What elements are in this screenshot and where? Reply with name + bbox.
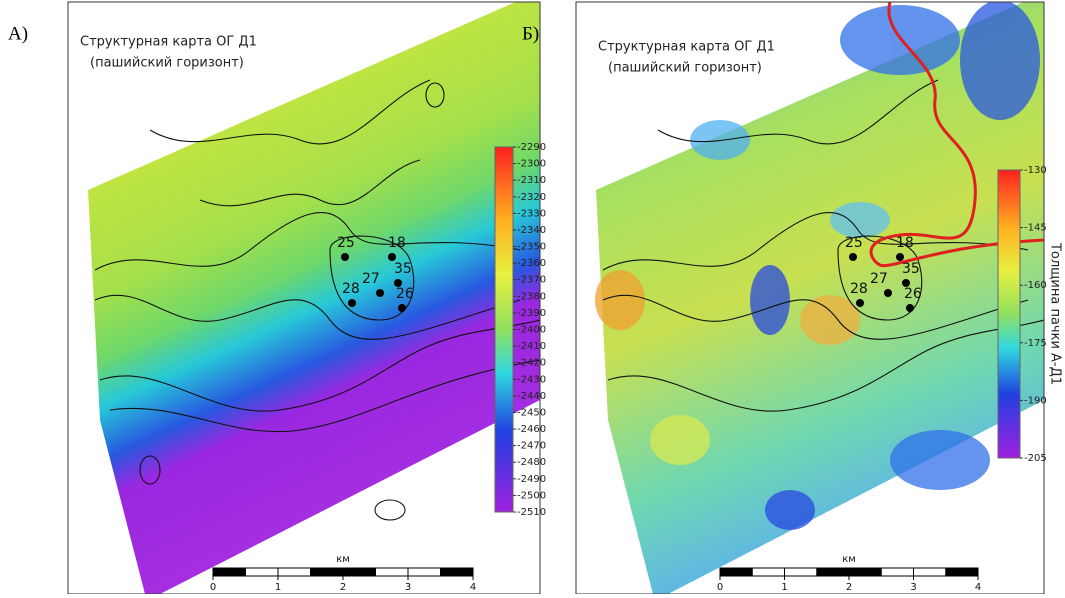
map-title: Структурная карта ОГ Д1	[80, 35, 257, 50]
colorbar	[494, 146, 514, 513]
well-label: 27	[870, 271, 888, 287]
colorbar-tick-label: -2480	[517, 457, 546, 468]
colorbar-tick-label: -2330	[517, 208, 546, 219]
scale-segment	[245, 567, 279, 577]
scale-segment	[880, 567, 914, 577]
colorbar-tick-label: -2290	[517, 142, 546, 153]
colorbar-title: Толщина пачки А-Д1	[1048, 242, 1063, 385]
colorbar-tick-label: -2380	[517, 291, 546, 302]
map-b	[595, 2, 1044, 594]
scale-segment	[375, 567, 409, 577]
colorbar-tick-label: -2470	[517, 441, 546, 452]
well	[856, 299, 864, 307]
colorbar-tick-label: -160	[1024, 280, 1047, 291]
map-title: (пашийский горизонт)	[90, 56, 244, 71]
well-label: 27	[362, 271, 380, 287]
well	[394, 279, 402, 287]
colorbar-tick-label: -145	[1024, 223, 1047, 234]
well-label: 25	[845, 235, 863, 251]
map-title: (пашийский горизонт)	[608, 61, 762, 76]
scale-label: 0	[210, 582, 216, 593]
scale-segment	[751, 567, 785, 577]
scale-label: 2	[846, 582, 852, 593]
colorbar-tick-label: -2460	[517, 424, 546, 435]
scale-segment	[440, 567, 474, 577]
colorbar-tick-label: -190	[1024, 395, 1047, 406]
map-title: Структурная карта ОГ Д1	[598, 40, 775, 55]
well	[896, 253, 904, 261]
well-label: 25	[337, 235, 355, 251]
colorbar-tick-label: -2500	[517, 490, 546, 501]
scale-label: 0	[717, 582, 723, 593]
colorbar-tick-label: -2410	[517, 341, 546, 352]
colorbar-tick-label: -2350	[517, 242, 546, 253]
well	[348, 299, 356, 307]
scale-label: 4	[975, 582, 981, 593]
scale-unit: км	[842, 554, 856, 565]
colorbar-tick-label: -2340	[517, 225, 546, 236]
scale-label: 3	[405, 582, 411, 593]
colorbar-tick-label: -2300	[517, 159, 546, 170]
colorbar	[997, 169, 1021, 459]
map-a	[88, 2, 540, 594]
scale-label: 1	[781, 582, 787, 593]
well-label: 18	[388, 235, 406, 251]
well-label: 35	[902, 261, 920, 277]
scale-label: 4	[470, 582, 476, 593]
well	[388, 253, 396, 261]
well	[376, 289, 384, 297]
well	[849, 253, 857, 261]
scale-segment	[816, 567, 850, 577]
colorbar-tick-label: -175	[1024, 338, 1047, 349]
colorbar-tick-label: -2400	[517, 325, 546, 336]
scale-label: 3	[910, 582, 916, 593]
colorbar-tick-label: -2510	[517, 507, 546, 518]
colorbar-tick-label: -2490	[517, 474, 546, 485]
panel-label: А)	[8, 23, 28, 44]
well	[906, 304, 914, 312]
scale-segment	[945, 567, 979, 577]
colorbar-tick-label: -2360	[517, 258, 546, 269]
colorbar-tick-label: -2390	[517, 308, 546, 319]
scale-label: 2	[340, 582, 346, 593]
well-label: 18	[896, 235, 914, 251]
panel-label: Б)	[522, 23, 539, 44]
well	[398, 304, 406, 312]
well-label: 28	[342, 281, 360, 297]
scale-unit: км	[336, 554, 350, 565]
well	[902, 279, 910, 287]
colorbar-tick-label: -2430	[517, 374, 546, 385]
well	[341, 253, 349, 261]
well-label: 35	[394, 261, 412, 277]
colorbar-tick-label: -2370	[517, 275, 546, 286]
colorbar-tick-label: -2320	[517, 192, 546, 203]
well-label: 28	[850, 281, 868, 297]
colorbar-tick-label: -205	[1024, 453, 1047, 464]
well-label: 26	[396, 286, 414, 302]
well	[884, 289, 892, 297]
colorbar-tick-label: -2420	[517, 358, 546, 369]
scale-label: 1	[275, 582, 281, 593]
scale-segment	[310, 567, 344, 577]
colorbar-tick-label: -130	[1024, 165, 1047, 176]
colorbar-tick-label: -2450	[517, 407, 546, 418]
colorbar-tick-label: -2310	[517, 175, 546, 186]
colorbar-tick-label: -2440	[517, 391, 546, 402]
well-label: 26	[904, 286, 922, 302]
